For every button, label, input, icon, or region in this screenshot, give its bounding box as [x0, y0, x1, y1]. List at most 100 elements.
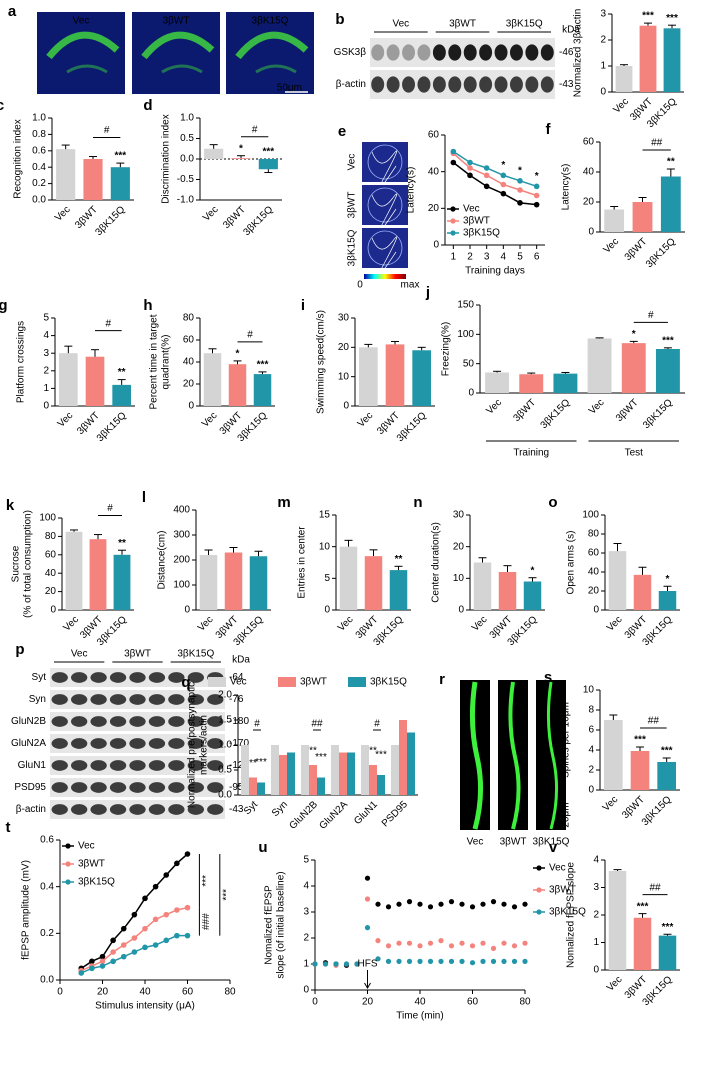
pool [367, 144, 403, 180]
blot-band [187, 716, 204, 727]
significance-label: * [501, 160, 505, 171]
panel-label: r [439, 671, 445, 688]
x-tick-label: 6 [534, 252, 540, 263]
bar [339, 752, 347, 795]
significance-label: *** [642, 11, 654, 22]
y-tick-label: 10 [319, 541, 331, 552]
group-label: 3βK15Q [506, 19, 543, 30]
blot-band [71, 804, 88, 815]
blot-band [90, 760, 107, 771]
y-tick-label: 2 [43, 365, 49, 376]
bar [663, 28, 681, 92]
significance-label: * [632, 329, 636, 340]
bar [203, 353, 222, 406]
bar [241, 745, 249, 795]
bar [287, 752, 295, 795]
significance-label: * [236, 349, 240, 360]
colorbar-max: max [401, 280, 420, 291]
data-point [89, 958, 95, 965]
blot-band [417, 76, 431, 93]
y-tick-label: 1.0 [180, 113, 194, 124]
bar [228, 364, 247, 406]
data-point [110, 958, 116, 965]
y-tick-label: 100 [173, 580, 190, 591]
y-tick-label: 15 [319, 510, 331, 521]
legend-label: Vec [78, 841, 95, 852]
blot-band [51, 694, 68, 705]
blot-band [109, 804, 127, 815]
scale-label: 50μm [277, 83, 302, 94]
data-point [142, 895, 148, 902]
legend-label: 3βK15Q [549, 907, 586, 918]
bar [389, 570, 408, 610]
panel-label: c [0, 97, 4, 114]
bar [621, 343, 646, 393]
blot-band [71, 760, 88, 771]
data-point [354, 961, 360, 967]
size-label: -46 [559, 47, 574, 58]
x-tick-label: Vec [356, 410, 376, 430]
data-point [417, 943, 423, 949]
data-point [364, 925, 371, 931]
y-axis-label: (% of total consumption) [23, 510, 34, 618]
x-tick-label: GluN2B [287, 799, 320, 832]
bar [377, 775, 385, 795]
blot-band [168, 804, 185, 815]
legend-label: 3βWT [78, 859, 105, 870]
significance-label: ** [118, 538, 126, 549]
data-point [522, 940, 528, 946]
data-point [120, 925, 127, 932]
blot-band [90, 804, 107, 815]
annotation-arrow [364, 970, 371, 989]
row-label: Syn [29, 694, 46, 705]
data-point [450, 159, 457, 166]
hippocampus-signal [141, 31, 215, 60]
panel-label: g [0, 297, 8, 314]
blot-band [129, 716, 146, 727]
y-tick-label: 0.0 [218, 790, 232, 801]
y-tick-label: 2 [600, 35, 606, 46]
data-point [396, 940, 402, 946]
significance-label: ** [667, 157, 675, 168]
data-point [459, 940, 465, 946]
blot-band [187, 782, 204, 793]
data-point [120, 953, 127, 960]
y-tick-label: 40 [583, 167, 595, 178]
blot-band [207, 738, 224, 749]
panel-label: p [15, 641, 24, 658]
y-tick-label: 20 [588, 586, 600, 597]
blot-band [168, 782, 185, 793]
bar [364, 556, 383, 610]
bar [399, 720, 407, 795]
blot-band [432, 44, 446, 61]
y-tick-label: 30 [453, 510, 465, 521]
blot-band [168, 738, 185, 749]
series-line [452, 150, 537, 188]
row-label: β-actin [336, 79, 366, 90]
data-point [517, 187, 523, 193]
group-label: 3βK15Q [177, 649, 214, 660]
data-point [375, 901, 381, 907]
y-tick-label: 0 [593, 605, 599, 616]
image-label: 3βWT [163, 16, 190, 27]
data-point [174, 907, 180, 913]
y-axis-label: Nomalized fEPSP slope [566, 862, 577, 968]
comparison-label: ## [648, 716, 660, 727]
data-point [490, 958, 497, 965]
blot-band [402, 44, 416, 61]
significance-label: *** [661, 746, 673, 757]
data-point [152, 942, 159, 948]
data-point [533, 192, 540, 199]
y-tick-label: 0.2 [32, 178, 46, 189]
blot-band [90, 694, 107, 705]
data-point [500, 181, 507, 188]
comparison-label: ### [201, 913, 212, 930]
dentate-signal [161, 64, 203, 74]
group-label: Test [625, 448, 644, 459]
bar [231, 158, 251, 159]
data-point [131, 949, 138, 955]
significance-label: *** [634, 735, 646, 746]
legend-label: Vec [463, 204, 480, 215]
data-point [438, 958, 444, 965]
comparison-label: ## [649, 882, 661, 893]
